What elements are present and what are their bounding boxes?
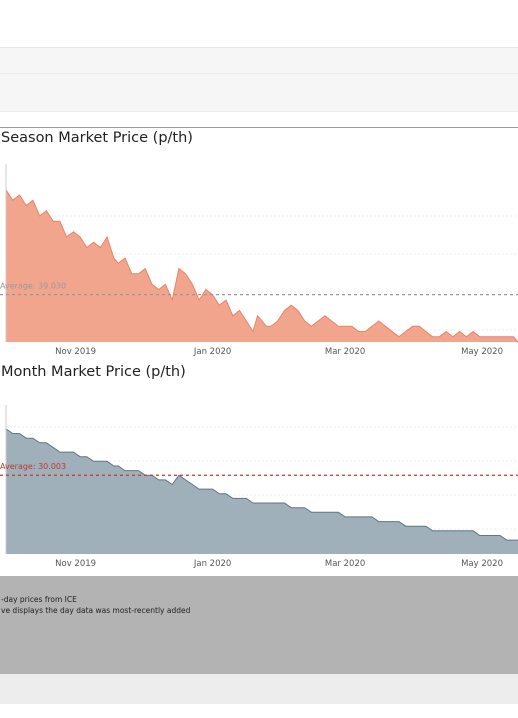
footer-notes: -day prices from ICE ve displays the day… — [0, 576, 518, 674]
toolbar-band — [0, 47, 518, 74]
season-chart-title: Season Market Price (p/th) — [1, 130, 193, 146]
filter-band — [0, 73, 518, 112]
footer-note-source: -day prices from ICE — [1, 595, 77, 604]
top-bar — [0, 0, 518, 47]
x-tick-label: Jan 2020 — [193, 347, 231, 357]
series-area — [6, 428, 518, 554]
x-tick-label: Nov 2019 — [55, 347, 96, 357]
footer-note-date: ve displays the day data was most-recent… — [1, 606, 191, 615]
x-tick-label: May 2020 — [461, 347, 503, 357]
month-price-chart: Average: 30.003 Nov 2019 Jan 2020 Mar 2020 M… — [0, 405, 518, 569]
x-tick-label: Jan 2020 — [193, 559, 231, 569]
panel-divider — [0, 127, 518, 128]
average-label: Average: 39.030 — [0, 282, 66, 291]
month-chart-title: Month Market Price (p/th) — [1, 364, 186, 380]
x-tick-label: Nov 2019 — [55, 559, 96, 569]
x-tick-label: Mar 2020 — [325, 347, 365, 357]
bottom-strip — [0, 674, 518, 704]
series-line — [5, 189, 518, 343]
x-tick-label: May 2020 — [461, 559, 503, 569]
x-tick-label: Mar 2020 — [325, 559, 365, 569]
series-area — [6, 189, 518, 342]
series-line — [5, 428, 518, 541]
average-label: Average: 30.003 — [0, 462, 66, 471]
season-price-chart: Average: 39.030 Nov 2019 Jan 2020 Mar 2020 M… — [0, 164, 518, 357]
